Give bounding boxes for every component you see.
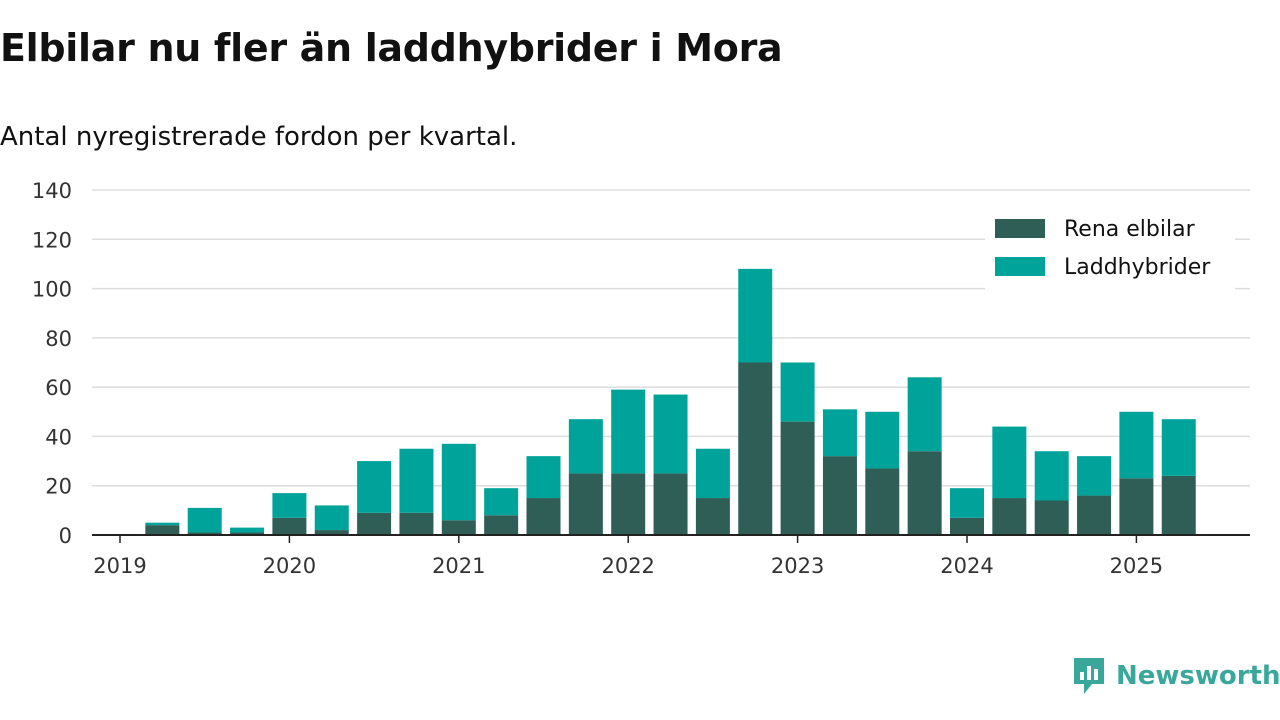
bar-laddhybrider-2019-Q2 [145,522,180,526]
bar-rena-elbilar-2022-Q1 [611,473,646,535]
bar-rena-elbilar-2019-Q2 [145,525,180,535]
y-axis: 0 20 40 60 80 100 120 140 [32,179,72,548]
y-tick-label: 60 [45,376,72,400]
bar-rena-elbilar-2024-Q4 [1077,495,1112,535]
bar-rena-elbilar-2019-Q3 [187,532,222,535]
bar-laddhybrider-2021-Q2 [484,488,519,516]
bar-rena-elbilar-2024-Q3 [1034,500,1069,535]
bar-rena-elbilar-2023-Q2 [822,456,857,535]
legend-label-rena-elbilar: Rena elbilar [1064,217,1196,242]
bar-laddhybrider-2024-Q1 [950,488,984,518]
bar-laddhybrider-2022-Q3 [695,448,730,499]
bar-laddhybrider-2021-Q4 [568,419,603,474]
bar-laddhybrider-2020-Q4 [399,448,434,513]
bar-rena-elbilar-2020-Q4 [399,512,434,535]
bar-rena-elbilar-2024-Q1 [950,517,984,535]
bar-rena-elbilar-2022-Q2 [653,473,688,535]
bar-rena-elbilar-2021-Q4 [568,473,603,535]
bar-laddhybrider-2023-Q1 [780,362,815,422]
bar-rena-elbilar-2023-Q4 [907,451,942,535]
x-axis: 2019 2020 2021 2022 2023 2024 2025 [92,534,1250,578]
bar-rena-elbilar-2025-Q1 [1119,478,1154,535]
x-tick-label: 2025 [1110,554,1163,578]
newsworthy-logo-icon [1074,658,1104,694]
bar-rena-elbilar-2022-Q3 [695,498,730,535]
y-tick-label: 100 [32,278,72,302]
bar-rena-elbilar-2020-Q2 [314,530,349,535]
bar-laddhybrider-2025-Q2 [1161,419,1196,476]
bar-laddhybrider-2024-Q3 [1034,451,1069,501]
bar-rena-elbilar-2019-Q4 [230,532,265,535]
bar-laddhybrider-2025-Q1 [1119,411,1154,479]
bar-laddhybrider-2022-Q1 [611,389,646,474]
bars [145,268,1196,535]
newsworthy-brand: Newsworthy [1072,656,1280,696]
chart-title: Elbilar nu fler än laddhybrider i Mora [0,26,783,70]
bar-laddhybrider-2020-Q1 [272,493,307,518]
bar-rena-elbilar-2021-Q3 [526,498,561,535]
legend-label-laddhybrider: Laddhybrider [1064,255,1211,280]
legend-swatch-laddhybrider [995,257,1045,276]
bar-rena-elbilar-2022-Q4 [738,362,773,535]
bar-laddhybrider-2023-Q3 [865,411,900,469]
bar-laddhybrider-2020-Q3 [357,461,392,513]
bar-rena-elbilar-2024-Q2 [992,498,1027,535]
bar-rena-elbilar-2021-Q2 [484,515,519,535]
x-tick-label: 2020 [263,554,316,578]
bar-laddhybrider-2020-Q2 [314,505,349,531]
x-tick-label: 2023 [771,554,824,578]
bar-rena-elbilar-2020-Q3 [357,512,392,535]
y-tick-label: 120 [32,228,72,252]
legend: Rena elbilar Laddhybrider [985,208,1235,290]
y-tick-label: 0 [59,524,72,548]
bar-rena-elbilar-2020-Q1 [272,517,307,535]
bar-laddhybrider-2022-Q4 [738,268,773,363]
bar-laddhybrider-2024-Q4 [1077,456,1112,496]
bar-laddhybrider-2019-Q4 [230,527,265,533]
bar-rena-elbilar-2023-Q1 [780,421,815,535]
bar-laddhybrider-2019-Q3 [187,507,222,533]
bar-laddhybrider-2024-Q2 [992,426,1027,499]
bar-laddhybrider-2021-Q1 [441,443,476,521]
y-tick-label: 40 [45,425,72,449]
x-tick-label: 2021 [432,554,485,578]
y-tick-label: 140 [32,179,72,203]
bar-laddhybrider-2023-Q2 [822,409,857,457]
y-tick-label: 20 [45,475,72,499]
bar-rena-elbilar-2021-Q1 [441,520,476,535]
bar-laddhybrider-2021-Q3 [526,456,561,499]
bar-rena-elbilar-2025-Q2 [1161,475,1196,535]
bar-rena-elbilar-2023-Q3 [865,468,900,535]
bar-laddhybrider-2022-Q2 [653,394,688,474]
legend-swatch-rena-elbilar [995,219,1045,238]
x-tick-label: 2024 [940,554,993,578]
brand-name: Newsworthy [1116,661,1280,691]
chart-subtitle: Antal nyregistrerade fordon per kvartal. [0,122,518,152]
x-tick-label: 2019 [93,554,146,578]
x-tick-label: 2022 [601,554,654,578]
y-tick-label: 80 [45,327,72,351]
bar-laddhybrider-2023-Q4 [907,377,942,452]
